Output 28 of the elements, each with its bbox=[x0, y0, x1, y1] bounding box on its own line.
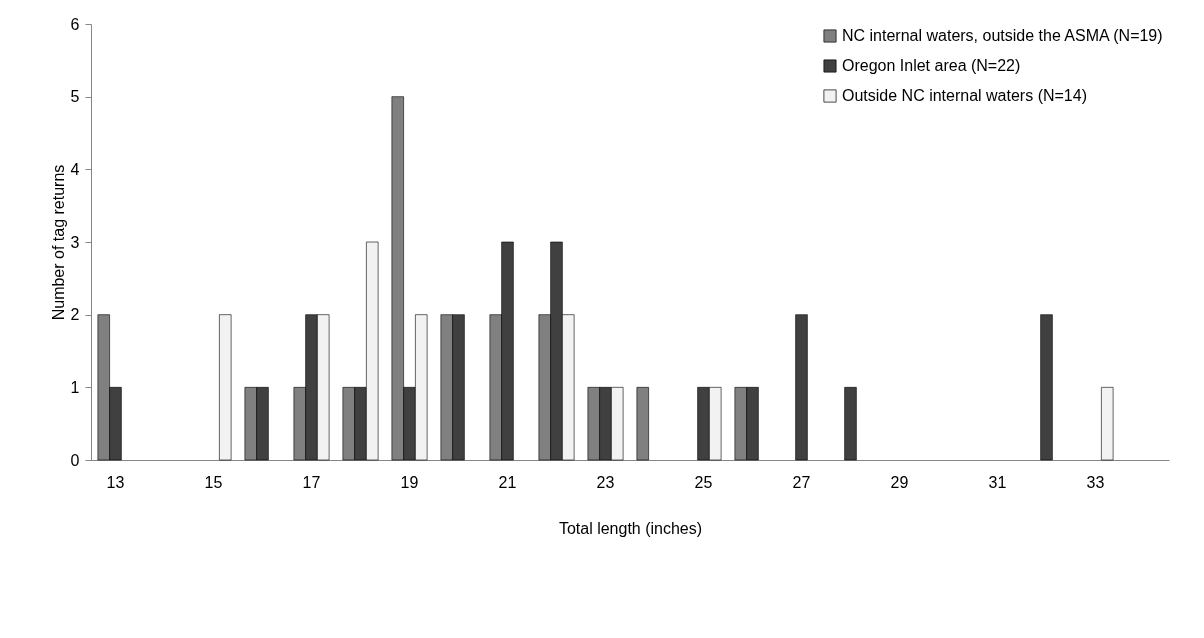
y-tick-label: 5 bbox=[70, 88, 80, 106]
bar bbox=[1040, 314, 1053, 461]
bar bbox=[1101, 387, 1114, 461]
x-tick-label: 31 bbox=[988, 473, 1007, 491]
x-tick-label: 27 bbox=[792, 473, 811, 491]
y-tick-label: 4 bbox=[70, 160, 80, 178]
x-tick-label: 23 bbox=[596, 473, 615, 491]
x-tick-label: 29 bbox=[890, 473, 909, 491]
y-tick-label: 2 bbox=[70, 306, 80, 324]
x-tick-label: 19 bbox=[400, 473, 419, 491]
x-tick-label: 13 bbox=[106, 473, 125, 491]
y-tick-label: 1 bbox=[70, 378, 80, 396]
x-tick-label: 17 bbox=[302, 473, 321, 491]
x-axis-title: Total length (inches) bbox=[558, 519, 703, 537]
x-tick-label: 33 bbox=[1086, 473, 1105, 491]
legend-label: Oregon Inlet area (N=22) bbox=[842, 57, 1021, 74]
legend-label: Outside NC internal waters (N=14) bbox=[842, 87, 1087, 104]
y-tick-label: 3 bbox=[70, 233, 80, 251]
x-tick-label: 25 bbox=[694, 473, 713, 491]
bar bbox=[795, 314, 808, 461]
y-tick-label: 6 bbox=[70, 15, 80, 33]
x-tick-label: 15 bbox=[204, 473, 223, 491]
bar bbox=[844, 387, 857, 461]
bar bbox=[219, 314, 232, 461]
y-axis-title: Number of tag returns bbox=[49, 164, 67, 321]
y-tick-label: 0 bbox=[70, 451, 80, 469]
x-tick-label: 21 bbox=[498, 473, 517, 491]
legend-label: NC internal waters, outside the ASMA (N=19) bbox=[842, 27, 1163, 44]
